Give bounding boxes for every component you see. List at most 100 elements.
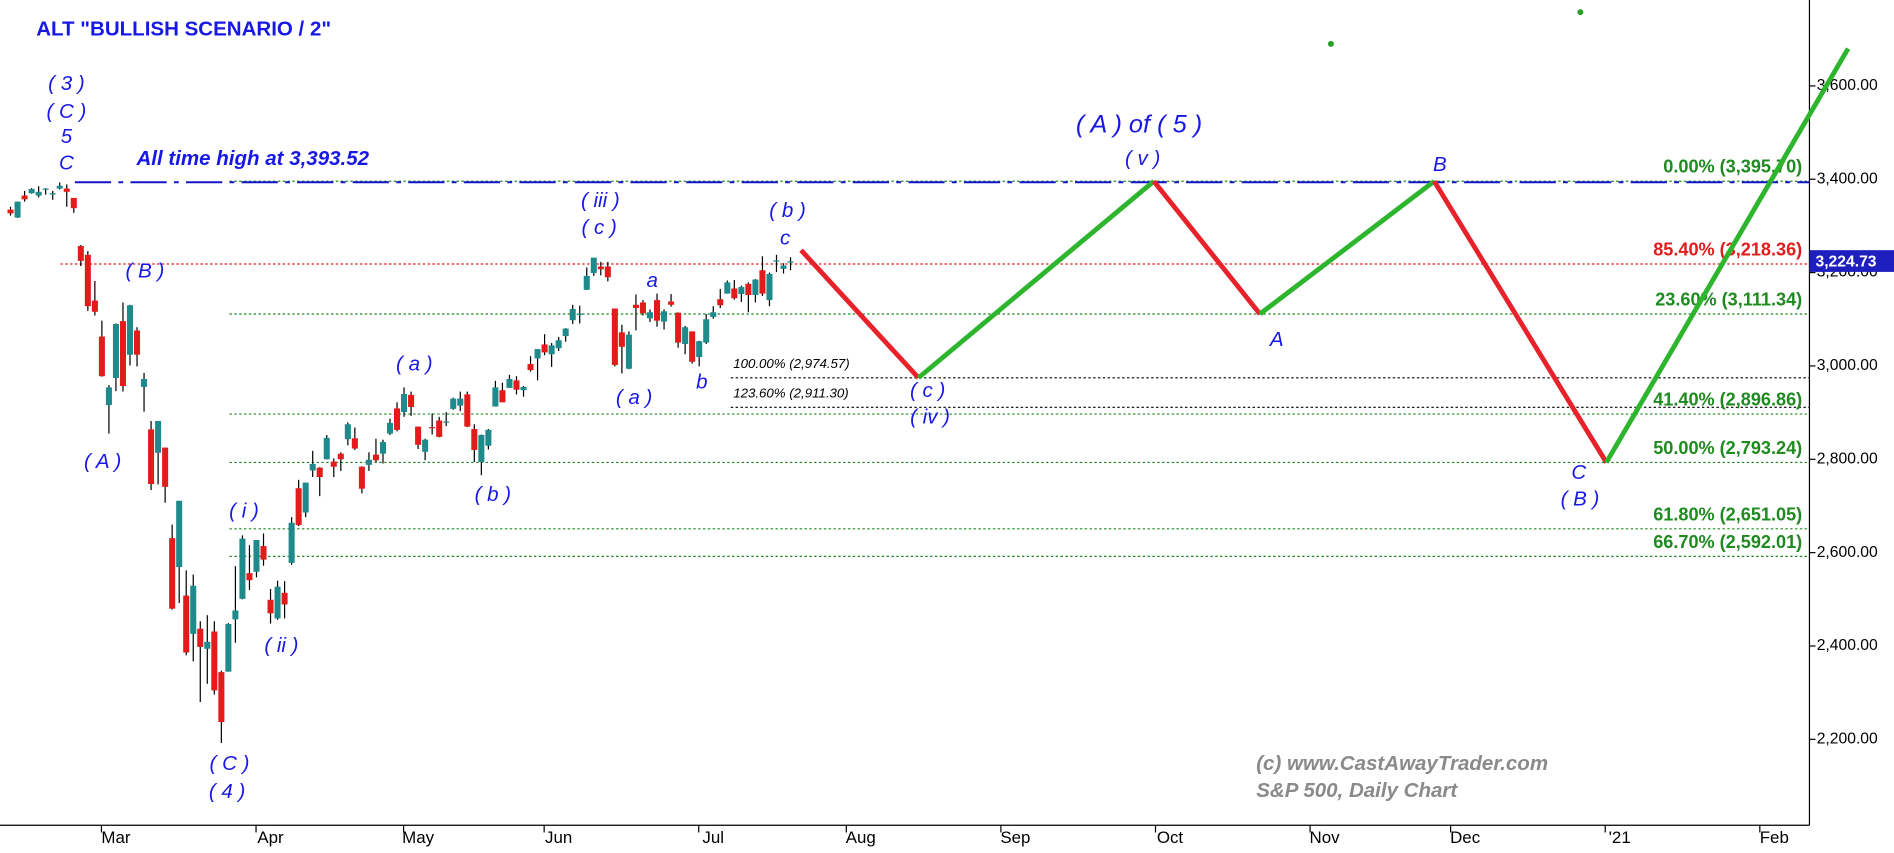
- candle-body: [288, 522, 295, 563]
- candle-body: [337, 453, 344, 460]
- projection-segment: [1604, 47, 1851, 464]
- annotation: b: [696, 370, 707, 393]
- annotation: 5: [61, 125, 73, 148]
- candle-body: [162, 447, 169, 487]
- annotation: ( C ): [46, 100, 86, 123]
- fib-label: 85.40% (3,218.36): [1653, 240, 1802, 260]
- candle-body: [408, 394, 415, 408]
- candle-body: [105, 387, 112, 406]
- candle-body: [28, 189, 35, 194]
- candle-body: [274, 586, 281, 619]
- candle-body: [625, 334, 632, 369]
- candle-body: [176, 500, 183, 568]
- candle-body: [780, 265, 787, 269]
- candle-body: [281, 592, 288, 605]
- candle-body: [302, 482, 309, 513]
- x-tick-label: Feb: [1760, 828, 1789, 847]
- candle-body: [379, 442, 386, 454]
- annotation: ( C ): [210, 752, 250, 775]
- candle-body: [752, 279, 759, 295]
- annotation: ( c ): [910, 379, 945, 402]
- candle-body: [738, 287, 745, 295]
- candle-body: [724, 282, 731, 294]
- candle-body: [126, 305, 134, 355]
- candle-body: [632, 304, 639, 309]
- candle-body: [253, 540, 260, 572]
- x-tick-label: Mar: [101, 828, 130, 847]
- candle-body: [267, 599, 274, 614]
- annotation: c: [780, 227, 791, 250]
- annotation: ( A ): [84, 450, 121, 473]
- annotation: ( 3 ): [48, 72, 84, 95]
- candle-body: [351, 438, 358, 449]
- candle-body: [394, 408, 401, 430]
- annotation: All time high at 3,393.52: [135, 147, 369, 170]
- candle-body: [225, 624, 232, 672]
- candle-body: [703, 319, 710, 343]
- candle-body: [197, 628, 204, 647]
- candle-body: [155, 421, 162, 453]
- annotation: ( c ): [581, 216, 616, 239]
- candle-body: [218, 672, 225, 723]
- target-label: 100.00% (2,974.57): [733, 356, 850, 371]
- dot: [1327, 40, 1334, 47]
- fib-label: 66.70% (2,592.01): [1653, 532, 1802, 552]
- candle-body: [562, 328, 569, 337]
- candle-body: [70, 197, 77, 209]
- last-price-box: [1809, 250, 1894, 272]
- candle-body: [372, 454, 379, 461]
- candle-body: [63, 188, 70, 192]
- fib-label: 41.40% (2,896.86): [1653, 390, 1802, 410]
- x-tick-label: Nov: [1310, 828, 1341, 847]
- y-tick-label: 3,400.00: [1817, 170, 1878, 187]
- candle-body: [358, 466, 365, 489]
- candle-body: [506, 378, 513, 388]
- candle-body: [604, 266, 611, 278]
- candle-body: [14, 201, 21, 218]
- candle-body: [211, 631, 218, 691]
- x-tick-label: Dec: [1450, 828, 1480, 847]
- candle-body: [499, 390, 506, 403]
- candle-body: [169, 538, 176, 609]
- x-tick-label: May: [402, 828, 434, 847]
- candle-body: [232, 610, 239, 620]
- candle-body: [204, 641, 211, 649]
- candle-body: [618, 332, 625, 347]
- annotation: ( b ): [769, 199, 805, 222]
- projection-segment: [799, 248, 921, 380]
- candle-body: [246, 573, 253, 581]
- candle-body: [717, 299, 724, 306]
- candle-body: [190, 585, 197, 634]
- fib-label: 0.00% (3,395.70): [1663, 157, 1802, 177]
- annotation: ( ii ): [264, 634, 298, 657]
- candle-body: [682, 327, 689, 344]
- x-tick-label: Jun: [545, 828, 572, 847]
- candle-body: [597, 266, 604, 270]
- annotation: C: [1571, 461, 1586, 484]
- annotation: ( a ): [396, 352, 432, 375]
- candle-body: [464, 394, 471, 427]
- candle-body: [21, 195, 28, 200]
- candle-body: [365, 459, 372, 465]
- candle-body: [745, 283, 752, 295]
- y-tick-label: 2,800.00: [1817, 450, 1878, 467]
- candle-body: [759, 270, 766, 294]
- candle-body: [84, 254, 91, 307]
- candle-body: [344, 424, 351, 440]
- x-tick-label: Jul: [702, 828, 724, 847]
- annotation: S&P 500, Daily Chart: [1256, 779, 1458, 802]
- candle-body: [330, 461, 337, 467]
- projection-segment: [916, 179, 1156, 380]
- candle-body: [316, 467, 323, 478]
- annotation: a: [647, 269, 658, 292]
- candle-body: [661, 311, 668, 322]
- candle-body: [787, 261, 794, 263]
- candle-body: [323, 437, 330, 460]
- annotation: C: [59, 152, 74, 175]
- x-tick-label: Aug: [846, 828, 876, 847]
- candle-body: [119, 321, 126, 387]
- candle-body: [492, 387, 499, 407]
- candle-body: [450, 398, 457, 409]
